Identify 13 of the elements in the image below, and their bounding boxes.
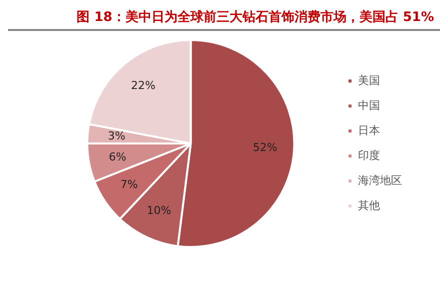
legend-label: 中国 <box>358 98 380 112</box>
data-label: 3% <box>108 129 126 142</box>
data-label: 7% <box>120 178 138 192</box>
data-label: 6% <box>108 150 126 164</box>
data-label: 52% <box>252 141 278 154</box>
data-label: 10% <box>146 204 172 217</box>
legend-label: 海湾地区 <box>358 174 402 187</box>
chart-title: 图 18：美中日为全球前三大钻石首饰消费市场，美国占 51% <box>8 8 440 31</box>
legend-label: 日本 <box>358 124 380 137</box>
legend-label: 其他 <box>358 198 380 212</box>
legend-label: 美国 <box>358 74 380 87</box>
legend-label: 印度 <box>358 148 380 162</box>
data-label: 22% <box>131 78 156 92</box>
